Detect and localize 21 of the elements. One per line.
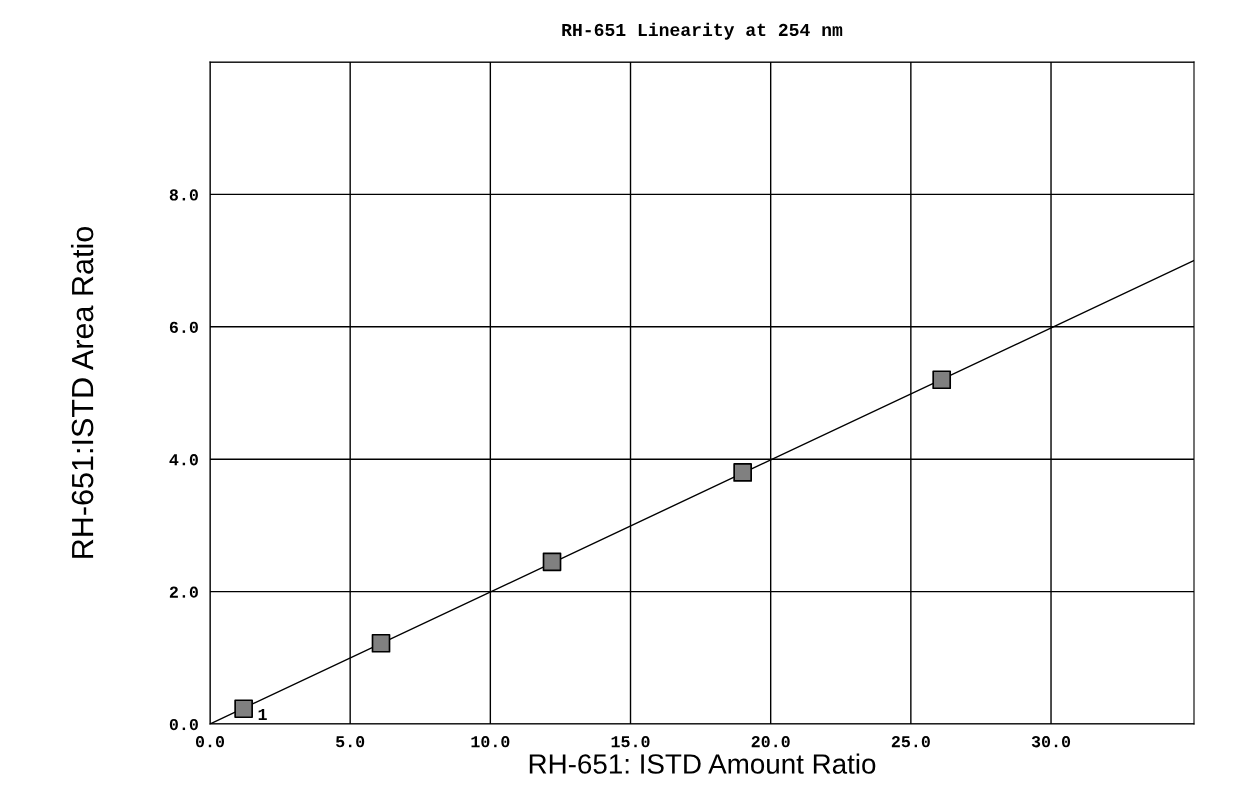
x-tick-label: 25.0 xyxy=(891,736,930,748)
x-tick-label: 30.0 xyxy=(1031,736,1071,748)
x-tick-label: 10.0 xyxy=(471,736,510,748)
y-axis-title: RH-651:ISTD Area Ratio xyxy=(70,227,94,558)
x-tick-label: 15.0 xyxy=(611,736,650,748)
y-tick-label: 4.0 xyxy=(169,454,198,466)
y-tick-label: 6.0 xyxy=(169,321,198,333)
point xyxy=(932,370,952,390)
annotation: 1 xyxy=(258,708,267,720)
x-tick-label: 0.0 xyxy=(195,736,225,748)
y-tick-label: 0.0 xyxy=(169,718,198,731)
point xyxy=(371,633,391,653)
point xyxy=(234,699,253,719)
point xyxy=(542,552,562,572)
y-tick-label: 8.0 xyxy=(169,189,198,201)
y-tick-label: 2.0 xyxy=(169,586,198,598)
x-axis-title: RH-651: ISTD Amount Ratio xyxy=(529,753,876,774)
x-tick-label: 20.0 xyxy=(751,736,790,748)
point xyxy=(733,463,752,482)
x-tick-label: 5.0 xyxy=(336,736,365,748)
chart-title: RH-651 Linearity at 254 nm xyxy=(562,22,843,40)
